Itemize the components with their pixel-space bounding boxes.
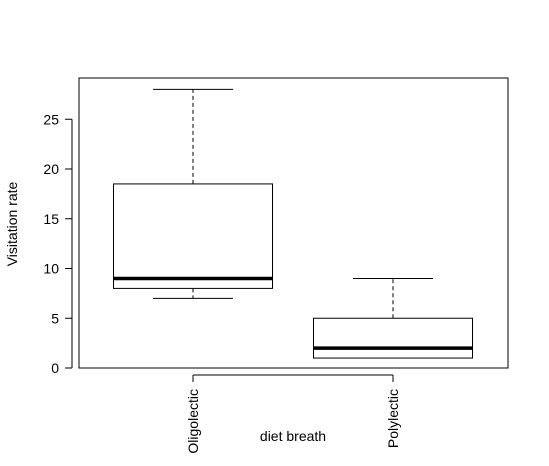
y-axis-label: Visitation rate	[4, 182, 20, 267]
x-tick-label: Polylectic	[385, 389, 401, 448]
box-iqr	[313, 317, 473, 359]
x-axis-label: diet breath	[260, 428, 326, 444]
boxes	[113, 88, 473, 359]
y-tick-label: 25	[43, 111, 59, 127]
y-axis: 0 5 10 15 20 25	[43, 111, 73, 376]
plot-frame	[78, 77, 509, 369]
x-axis: Oligolectic Polylectic	[185, 374, 401, 454]
y-tick-label: 10	[43, 261, 59, 277]
y-tick-label: 0	[51, 360, 59, 376]
box-iqr	[113, 183, 273, 289]
y-tick-label: 5	[51, 310, 59, 326]
y-tick-label: 15	[43, 211, 59, 227]
y-tick-label: 20	[43, 161, 59, 177]
x-tick-label: Oligolectic	[185, 389, 201, 454]
